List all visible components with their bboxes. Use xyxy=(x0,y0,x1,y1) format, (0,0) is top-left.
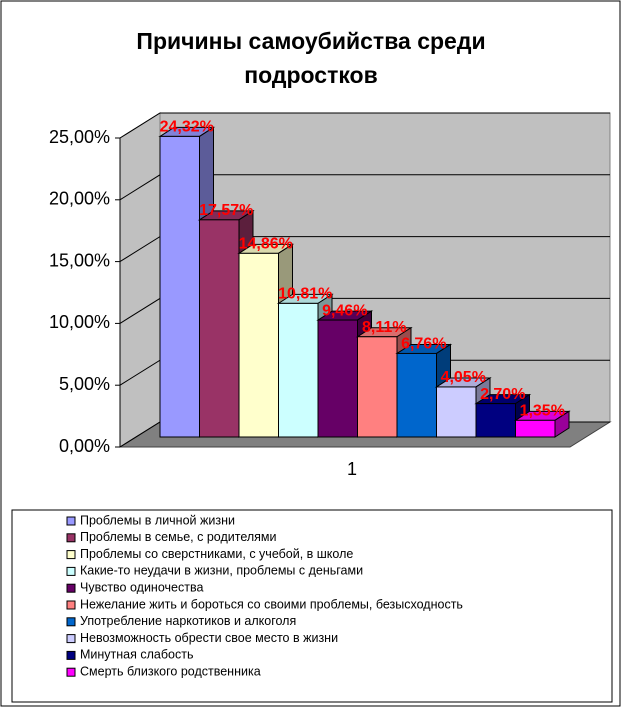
bar xyxy=(317,319,358,438)
legend-swatch xyxy=(66,617,76,627)
bar xyxy=(238,252,279,438)
grid-line xyxy=(119,112,610,139)
value-label: 1,35% xyxy=(520,403,565,420)
legend-swatch xyxy=(66,667,76,677)
value-label: 10,81% xyxy=(278,286,332,303)
value-label: 6,76% xyxy=(401,336,446,353)
legend-swatch xyxy=(66,550,76,560)
y-tick-label: 15,00% xyxy=(49,250,110,270)
legend-swatch xyxy=(66,600,76,610)
value-label: 8,11% xyxy=(362,319,406,336)
legend-label: Невозможность обрести свое место в жизни xyxy=(80,631,338,645)
legend-label: Нежелание жить и бороться со своими проб… xyxy=(80,597,463,611)
bar xyxy=(515,419,556,438)
legend-label: Проблемы в семье, с родителями xyxy=(80,530,277,544)
y-tick-label: 5,00% xyxy=(59,374,110,394)
y-tick-label: 20,00% xyxy=(49,189,110,209)
value-label: 14,86% xyxy=(239,236,293,253)
value-label: 24,32% xyxy=(160,119,214,136)
y-tick-label: 0,00% xyxy=(59,436,110,456)
legend-swatch xyxy=(66,533,76,543)
legend-label: Проблемы в личной жизни xyxy=(80,513,235,527)
bar xyxy=(396,352,437,438)
legend-label: Проблемы со сверстниками, с учебой, в шк… xyxy=(80,547,353,561)
legend-label: Чувство одиночества xyxy=(80,580,203,594)
bar xyxy=(436,386,477,438)
legend-label: Минутная слабость xyxy=(80,648,193,662)
legend-swatch xyxy=(66,583,76,593)
legend-label: Смерть близкого родственника xyxy=(80,664,261,678)
legend-label: Какие-то неудачи в жизни, проблемы с ден… xyxy=(80,564,363,578)
bar xyxy=(199,219,240,438)
legend-box xyxy=(11,509,613,703)
bar xyxy=(278,302,319,438)
chart-title: Причины самоубийства среди подростков xyxy=(136,28,486,88)
y-tick-label: 10,00% xyxy=(49,312,110,332)
legend-swatch xyxy=(66,650,76,660)
bar xyxy=(357,336,398,438)
left-wall xyxy=(119,112,161,448)
legend-label: Употребление наркотиков и алкоголя xyxy=(80,614,296,628)
value-label: 4,05% xyxy=(441,369,486,386)
x-tick-label: 1 xyxy=(347,459,357,479)
legend-swatch xyxy=(66,516,76,526)
legend-swatch xyxy=(66,634,76,644)
value-label: 2,70% xyxy=(480,386,525,403)
legend-swatch xyxy=(66,566,76,576)
value-label: 17,57% xyxy=(199,202,253,219)
bar xyxy=(475,403,516,438)
bar xyxy=(159,135,200,438)
y-tick-label: 25,00% xyxy=(49,127,110,147)
value-label: 9,46% xyxy=(322,302,367,319)
